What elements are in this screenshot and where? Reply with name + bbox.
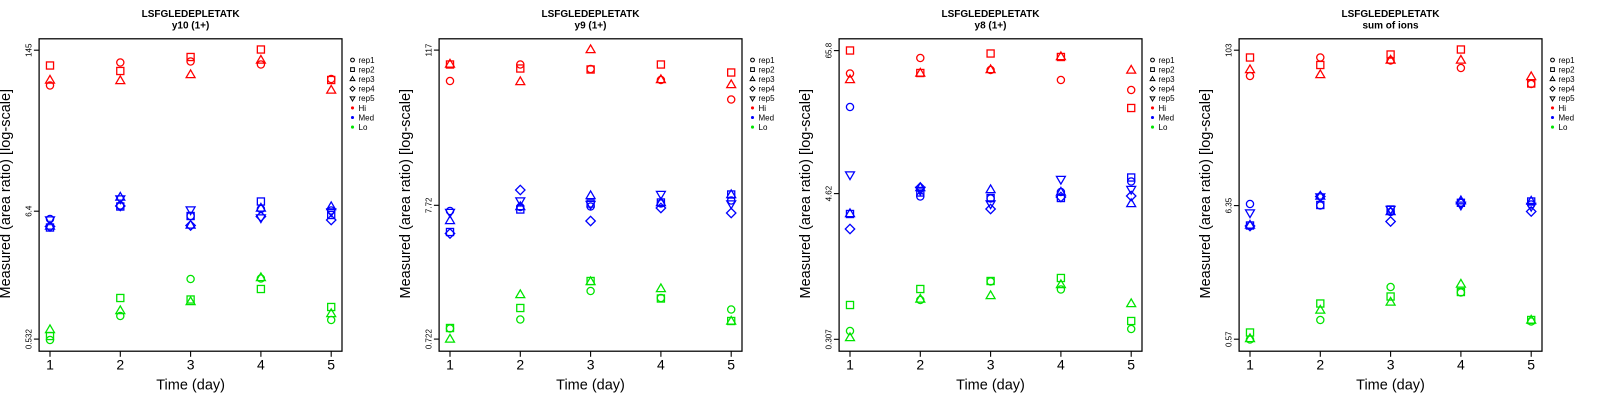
svg-text:rep5: rep5 [1559,94,1576,103]
svg-text:1: 1 [846,357,854,373]
svg-text:Med: Med [759,113,775,122]
svg-text:Time (day): Time (day) [1356,378,1425,394]
svg-text:rep1: rep1 [1559,56,1576,65]
svg-text:5: 5 [1127,357,1135,373]
svg-text:Lo: Lo [1159,123,1168,132]
svg-text:3: 3 [987,357,995,373]
svg-text:5: 5 [1527,357,1535,373]
svg-text:rep3: rep3 [1159,75,1176,84]
svg-text:Hi: Hi [759,104,767,113]
svg-text:5: 5 [727,357,735,373]
svg-text:3: 3 [587,357,595,373]
svg-text:rep1: rep1 [759,56,776,65]
svg-text:65.8: 65.8 [825,42,834,58]
svg-text:Time (day): Time (day) [956,378,1025,394]
svg-text:Measured (area ratio) [log-sca: Measured (area ratio) [log-scale] [0,89,14,299]
svg-text:y8 (1+): y8 (1+) [975,20,1007,31]
svg-text:LSFGLEDEPLETATK: LSFGLEDEPLETATK [542,9,641,20]
svg-text:3: 3 [1387,357,1395,373]
svg-text:4.62: 4.62 [825,185,834,201]
svg-text:Med: Med [359,113,375,122]
svg-text:1: 1 [46,357,54,373]
svg-text:y9 (1+): y9 (1+) [575,20,607,31]
svg-text:145: 145 [25,43,34,57]
svg-text:0.57: 0.57 [1225,331,1234,347]
svg-text:Time (day): Time (day) [156,378,225,394]
svg-text:rep1: rep1 [1159,56,1176,65]
svg-text:Hi: Hi [359,104,367,113]
svg-text:5: 5 [327,357,335,373]
svg-text:2: 2 [516,357,524,373]
svg-text:7.72: 7.72 [425,197,434,213]
svg-text:0.307: 0.307 [825,329,834,350]
svg-text:Med: Med [1559,113,1575,122]
svg-text:LSFGLEDEPLETATK: LSFGLEDEPLETATK [142,9,241,20]
svg-text:Measured (area ratio) [log-sca: Measured (area ratio) [log-scale] [798,89,814,299]
svg-text:2: 2 [1316,357,1324,373]
svg-text:rep4: rep4 [759,85,776,94]
svg-text:4: 4 [657,357,665,373]
svg-text:Measured (area ratio) [log-sca: Measured (area ratio) [log-scale] [398,89,414,299]
svg-text:6.35: 6.35 [1225,197,1234,213]
svg-text:LSFGLEDEPLETATK: LSFGLEDEPLETATK [942,9,1041,20]
svg-text:103: 103 [1225,43,1234,57]
svg-text:2: 2 [916,357,924,373]
svg-text:rep3: rep3 [359,75,376,84]
svg-text:rep4: rep4 [359,85,376,94]
svg-text:Lo: Lo [759,123,768,132]
svg-text:LSFGLEDEPLETATK: LSFGLEDEPLETATK [1342,9,1441,20]
svg-text:rep2: rep2 [359,66,376,75]
svg-text:1: 1 [446,357,454,373]
svg-text:rep2: rep2 [1559,66,1576,75]
svg-text:y10 (1+): y10 (1+) [172,20,210,31]
svg-text:0.532: 0.532 [25,329,34,350]
svg-text:rep3: rep3 [759,75,776,84]
svg-text:rep2: rep2 [1159,66,1176,75]
svg-text:Lo: Lo [359,123,368,132]
svg-text:Time (day): Time (day) [556,378,625,394]
svg-text:rep2: rep2 [759,66,776,75]
svg-text:2: 2 [116,357,124,373]
svg-text:rep5: rep5 [759,94,776,103]
svg-text:Lo: Lo [1559,123,1568,132]
svg-text:rep1: rep1 [359,56,376,65]
svg-text:Hi: Hi [1159,104,1167,113]
svg-text:1: 1 [1246,357,1254,373]
svg-text:117: 117 [425,43,434,56]
svg-text:rep5: rep5 [1159,94,1176,103]
svg-text:0.722: 0.722 [425,329,434,350]
svg-text:Med: Med [1159,113,1175,122]
svg-text:3: 3 [187,357,195,373]
svg-text:rep3: rep3 [1559,75,1576,84]
svg-text:sum of ions: sum of ions [1362,20,1419,31]
svg-text:4: 4 [1457,357,1465,373]
svg-text:Measured (area ratio) [log-sca: Measured (area ratio) [log-scale] [1198,89,1214,299]
svg-text:6.4: 6.4 [25,205,34,217]
svg-text:4: 4 [1057,357,1065,373]
svg-text:rep4: rep4 [1159,85,1176,94]
svg-text:rep5: rep5 [359,94,376,103]
svg-text:4: 4 [257,357,265,373]
svg-text:rep4: rep4 [1559,85,1576,94]
svg-text:Hi: Hi [1559,104,1567,113]
